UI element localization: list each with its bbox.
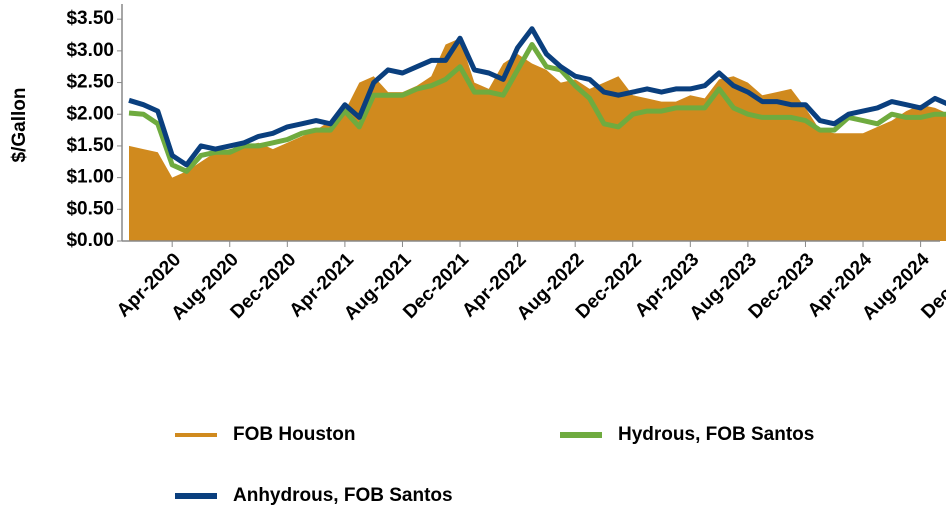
legend-label: Anhydrous, FOB Santos <box>233 485 453 506</box>
y-tick-label: $1.50 <box>66 135 114 156</box>
line <box>128 26 946 168</box>
y-tick-label: $2.00 <box>66 103 114 124</box>
line <box>128 42 946 174</box>
y-tick-label: $2.50 <box>66 72 114 93</box>
y-tick-label: $0.00 <box>66 230 114 251</box>
y-tick-label: $3.00 <box>66 40 114 61</box>
legend-label: Hydrous, FOB Santos <box>618 424 814 445</box>
legend-label: FOB Houston <box>233 424 355 445</box>
y-tick-label: $3.50 <box>66 8 114 29</box>
y-tick-label: $0.50 <box>66 198 114 219</box>
y-axis-label: $/Gallon <box>9 88 30 163</box>
y-tick-label: $1.00 <box>66 167 114 188</box>
